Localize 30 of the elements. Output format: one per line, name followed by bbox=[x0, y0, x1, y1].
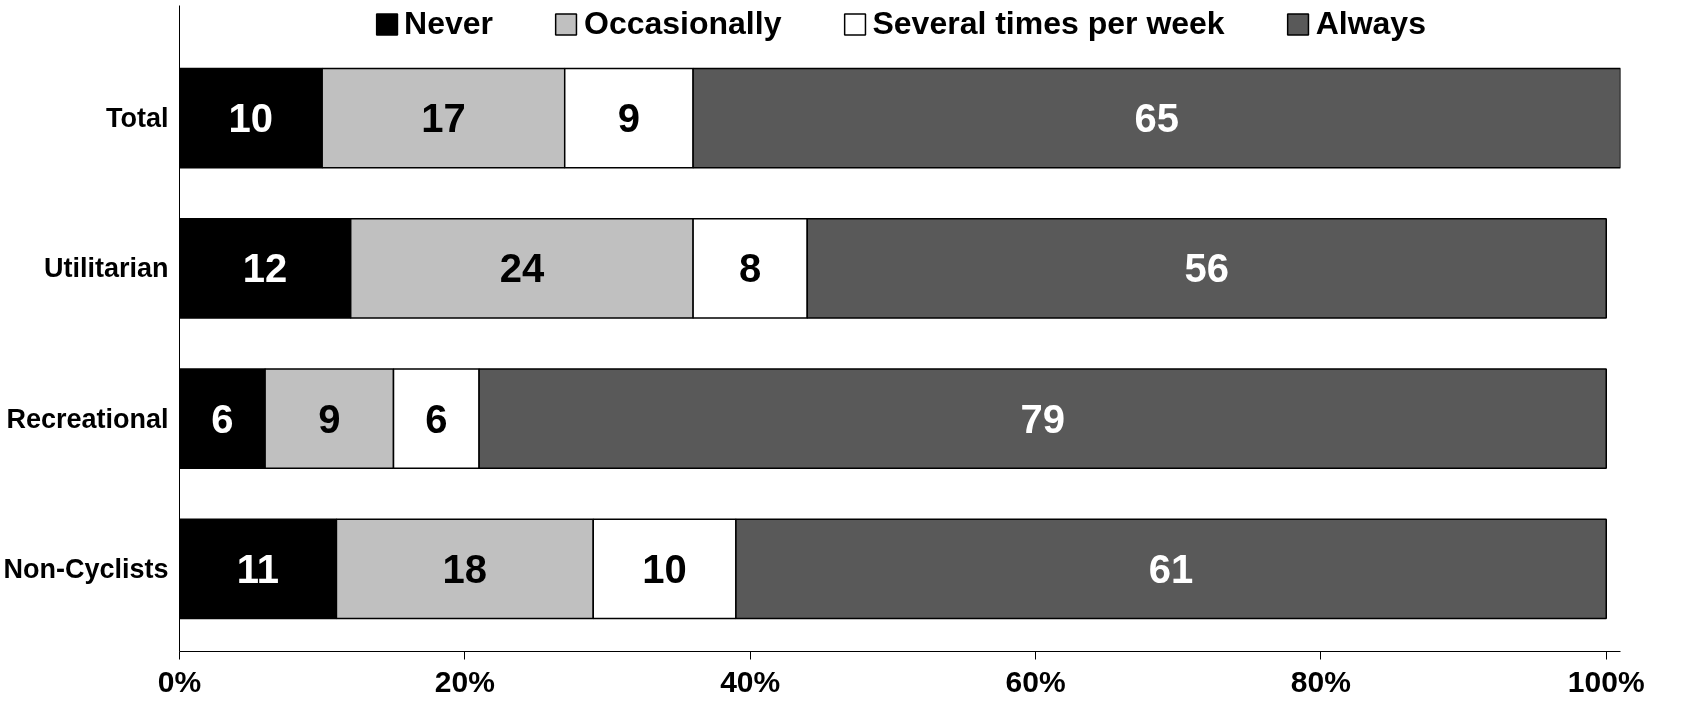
x-tick-label: 100% bbox=[1567, 664, 1645, 698]
data-label: 24 bbox=[499, 246, 545, 291]
data-label: 9 bbox=[318, 396, 341, 441]
x-tick-label: 60% bbox=[1005, 664, 1066, 698]
data-label: 18 bbox=[442, 546, 488, 591]
x-tick-label: 80% bbox=[1290, 664, 1351, 698]
data-label: 61 bbox=[1148, 546, 1194, 591]
y-tick-label: Total bbox=[106, 103, 169, 134]
data-label: 9 bbox=[617, 96, 641, 141]
data-label: 12 bbox=[242, 246, 288, 291]
data-label: 10 bbox=[228, 96, 274, 141]
x-tick-label: 40% bbox=[720, 664, 781, 698]
legend-label: Always bbox=[1315, 5, 1426, 42]
data-label: 6 bbox=[211, 396, 234, 441]
y-tick-label: Utilitarian bbox=[43, 253, 169, 284]
data-label: 79 bbox=[1020, 396, 1065, 441]
data-label: 65 bbox=[1134, 96, 1180, 141]
legend-label: Several times per week bbox=[872, 5, 1225, 42]
data-label: 11 bbox=[236, 546, 280, 591]
data-label: 17 bbox=[421, 96, 466, 141]
y-tick-label: Non-Cyclists bbox=[3, 553, 169, 584]
data-label: 6 bbox=[425, 396, 448, 441]
data-label: 10 bbox=[642, 546, 687, 591]
x-tick-label: 20% bbox=[434, 664, 495, 698]
data-label: 8 bbox=[739, 246, 762, 291]
legend-label: Never bbox=[404, 5, 494, 42]
y-tick-label: Recreational bbox=[6, 403, 169, 434]
x-tick-label: 0% bbox=[157, 664, 202, 698]
legend-label: Occasionally bbox=[584, 5, 782, 42]
data-label: 56 bbox=[1184, 246, 1229, 291]
